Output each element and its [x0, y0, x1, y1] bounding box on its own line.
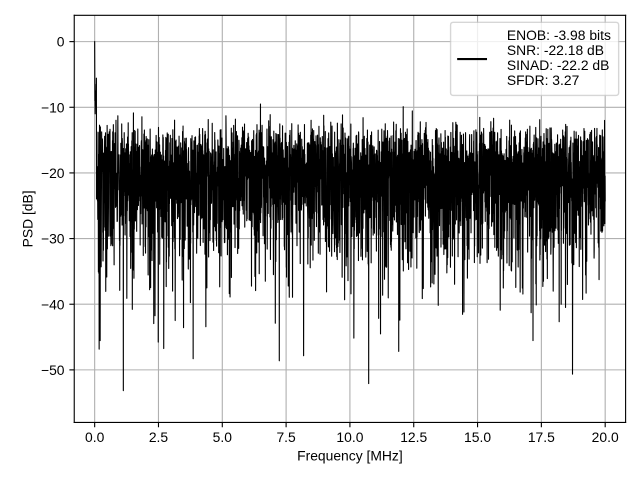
svg-text:SINAD: -22.2 dB: SINAD: -22.2 dB — [507, 57, 610, 73]
svg-text:20.0: 20.0 — [592, 429, 619, 445]
svg-text:10.0: 10.0 — [336, 429, 363, 445]
svg-text:0.0: 0.0 — [85, 429, 105, 445]
svg-text:−10: −10 — [41, 99, 65, 115]
svg-text:2.5: 2.5 — [149, 429, 169, 445]
svg-text:−30: −30 — [41, 231, 65, 247]
svg-text:Frequency [MHz]: Frequency [MHz] — [297, 448, 403, 464]
svg-text:SFDR: 3.27: SFDR: 3.27 — [507, 72, 580, 88]
svg-text:−20: −20 — [41, 165, 65, 181]
svg-text:−40: −40 — [41, 296, 65, 312]
svg-text:SNR: -22.18 dB: SNR: -22.18 dB — [507, 42, 604, 58]
svg-text:12.5: 12.5 — [400, 429, 427, 445]
svg-text:ENOB: -3.98 bits: ENOB: -3.98 bits — [507, 27, 611, 43]
svg-text:0: 0 — [57, 34, 65, 50]
svg-text:−50: −50 — [41, 362, 65, 378]
svg-text:17.5: 17.5 — [528, 429, 555, 445]
svg-text:7.5: 7.5 — [276, 429, 296, 445]
svg-text:15.0: 15.0 — [464, 429, 491, 445]
svg-text:PSD [dB]: PSD [dB] — [20, 190, 36, 247]
svg-text:5.0: 5.0 — [213, 429, 233, 445]
